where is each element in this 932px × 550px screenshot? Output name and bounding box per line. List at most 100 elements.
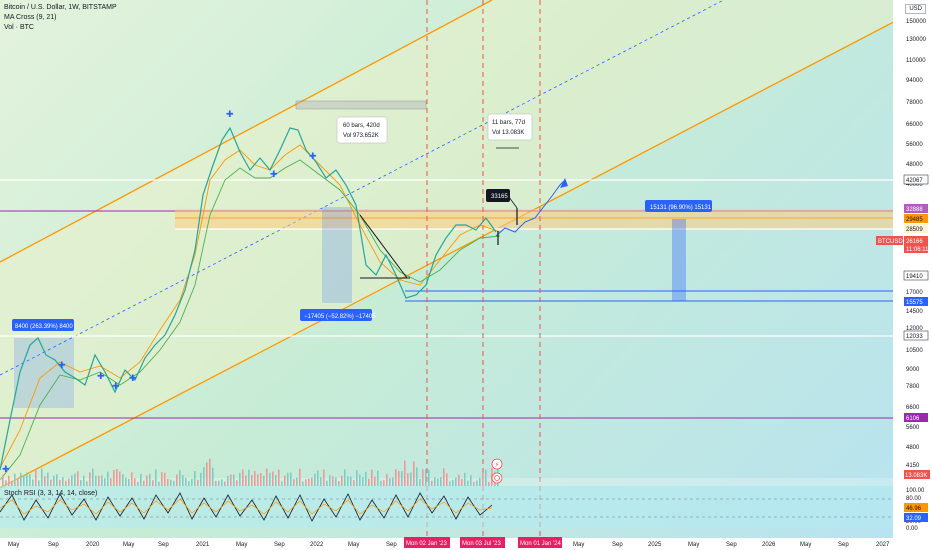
volume-bar <box>380 480 382 486</box>
rise-right-measure-text: 15131 (96.90%) 15131 <box>650 205 712 211</box>
symbol-tag: BTCUSD <box>876 236 903 245</box>
currency-label[interactable]: USD <box>905 4 926 14</box>
stoch-rsi-pane[interactable] <box>0 486 893 528</box>
volume-bar <box>278 469 280 486</box>
volume-bar <box>455 477 457 486</box>
rsi-tag-b-text: 32.09 <box>906 516 922 522</box>
volume-bar <box>26 472 28 486</box>
channel-upper-line[interactable] <box>0 0 493 263</box>
rise-right-measure-label[interactable]: 15131 (96.90%) 15131 <box>645 200 712 212</box>
legend-stoch-rsi[interactable]: Stoch RSI (3, 3, 14, 14, close) <box>4 490 98 497</box>
volume-bar <box>413 461 415 486</box>
volume-bar <box>203 467 205 486</box>
time-tick: Sep <box>726 542 737 548</box>
volume-bar <box>59 479 61 486</box>
volume-bar <box>422 469 424 486</box>
volume-bar <box>395 469 397 486</box>
volume-bar <box>251 475 253 486</box>
resistance-zone[interactable] <box>175 209 893 229</box>
legend-vol[interactable]: Vol · BTC <box>4 24 34 31</box>
price-tag-32888-text: 32888 <box>906 207 923 213</box>
volume-bar <box>239 472 241 486</box>
range-callout-right[interactable]: 11 bars, 77d Vol 13.083K <box>487 113 533 141</box>
date-range-box[interactable] <box>295 100 427 110</box>
volume-bar <box>224 481 226 486</box>
time-tick: Sep <box>838 542 849 548</box>
volume-bar <box>443 468 445 486</box>
volume-bar <box>161 472 163 486</box>
date-tag-jul-2023: Mon 03 Jul '23 <box>460 537 505 548</box>
measure-box-right[interactable] <box>672 219 686 301</box>
channel-lower-line[interactable] <box>0 1 932 489</box>
drop-measure-label[interactable]: −17405 (−52.82%) −17405 <box>300 309 376 321</box>
price-callout-box[interactable]: 33165 <box>486 189 510 202</box>
trendline-drop[interactable] <box>359 214 408 279</box>
measure-box-drop[interactable] <box>322 207 352 303</box>
price-tick: 110000 <box>906 58 926 64</box>
volume-bar <box>80 480 82 486</box>
volume-bar <box>89 472 91 486</box>
channel-midline[interactable] <box>0 0 932 376</box>
date-tag-jan-2024-text: Mon 01 Jan '24 <box>520 541 562 547</box>
volume-bar <box>140 473 142 486</box>
volume-bar <box>332 476 334 486</box>
date-tag-jul-2023-text: Mon 03 Jul '23 <box>462 541 501 547</box>
price-tag-15575-text: 15575 <box>906 300 923 306</box>
volume-bar <box>68 478 70 486</box>
volume-bar <box>290 472 292 486</box>
time-tick: Sep <box>158 542 169 548</box>
price-tag-42067: 42067 <box>903 174 929 185</box>
rise-left-measure-label[interactable]: 8400 (263.39%) 8400 <box>12 319 74 331</box>
volume-bar <box>218 480 220 486</box>
volume-bar <box>419 479 421 486</box>
stoch-d-line <box>0 498 493 515</box>
volume-bar <box>5 480 7 486</box>
volume-bar <box>401 471 403 486</box>
volume-bar <box>32 479 34 486</box>
volume-bar <box>452 479 454 486</box>
volume-bar <box>230 474 232 486</box>
volume-bar <box>338 481 340 486</box>
volume-bar <box>56 474 58 486</box>
price-tag-19410: 19410 <box>903 270 929 281</box>
volume-bar <box>41 468 43 486</box>
range-callout-top[interactable]: 60 bars, 420d Vol 973.652K <box>336 116 388 144</box>
volume-bar <box>131 472 133 486</box>
volume-bar <box>446 473 448 486</box>
volume-bar <box>107 471 109 486</box>
projection-line[interactable] <box>495 179 566 237</box>
volume-bar <box>206 462 208 486</box>
volume-bar <box>263 475 265 486</box>
price-tick: 6600 <box>906 405 920 411</box>
volume-bar <box>125 477 127 486</box>
volume-bar <box>233 474 235 486</box>
projection-arrowhead <box>560 178 568 188</box>
volume-bar <box>98 475 100 486</box>
range-right-line2: Vol 13.083K <box>492 130 524 136</box>
range-right-line1: 11 bars, 77d <box>492 120 525 126</box>
volume-bar <box>242 469 244 486</box>
volume-bar <box>284 475 286 486</box>
volume-bar <box>200 472 202 486</box>
volume-bar <box>314 473 316 486</box>
volume-bar <box>128 478 130 486</box>
time-axis-labels: May Sep 2020 May Sep 2021 May Sep 2022 May Sep May S… <box>8 542 890 548</box>
earnings-event-icon[interactable] <box>491 472 503 484</box>
last-price-text: 26166 <box>906 239 923 245</box>
volume-bar <box>437 478 439 486</box>
volume-bar <box>476 480 478 486</box>
volume-bar <box>431 480 433 486</box>
volume-bar <box>197 479 199 486</box>
legend-ma[interactable]: MA Cross (9, 21) <box>4 14 57 21</box>
legend-symbol[interactable]: Bitcoin / U.S. Dollar, 1W, BITSTAMP <box>4 4 117 11</box>
measure-box-left[interactable] <box>14 338 74 408</box>
volume-bar <box>458 474 460 486</box>
volume-bar <box>209 458 211 486</box>
volume-bar <box>86 481 88 486</box>
volume-bar <box>404 460 406 486</box>
volume-bar <box>146 475 148 486</box>
flash-event-icon[interactable]: ⚡ <box>491 458 503 470</box>
volume-bar <box>470 475 472 486</box>
